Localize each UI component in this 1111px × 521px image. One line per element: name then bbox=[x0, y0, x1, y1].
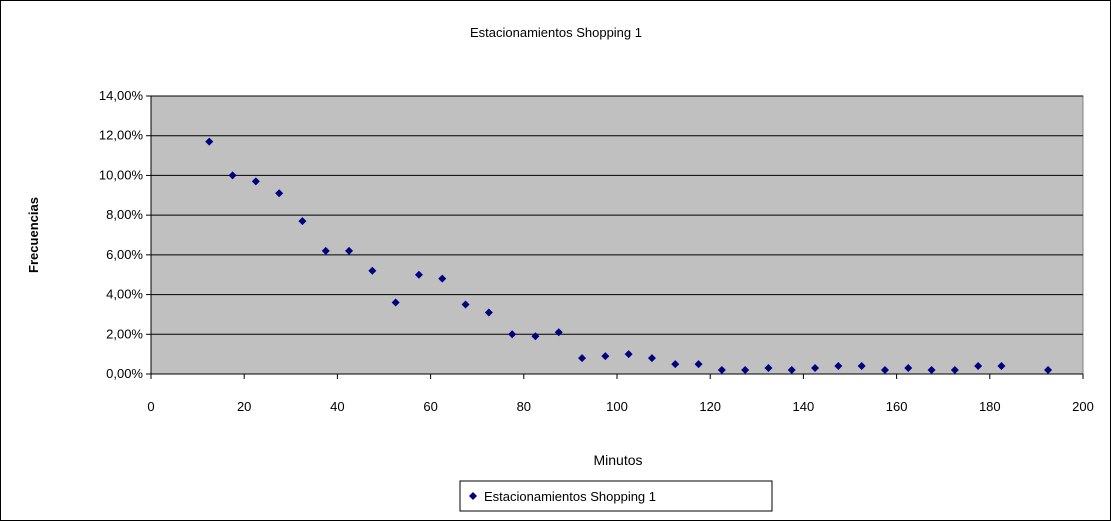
data-point bbox=[298, 217, 307, 226]
grid-lines bbox=[151, 95, 1083, 335]
y-tick-label: 0,00% bbox=[106, 366, 143, 381]
y-tick-label: 4,00% bbox=[106, 287, 143, 302]
data-point bbox=[880, 366, 889, 375]
x-tick-label: 120 bbox=[699, 399, 721, 414]
data-point bbox=[321, 246, 330, 255]
data-point bbox=[508, 330, 517, 339]
legend-label: Estacionamientos Shopping 1 bbox=[484, 489, 656, 504]
data-point bbox=[927, 366, 936, 375]
data-point bbox=[1044, 366, 1053, 375]
x-axis-label: Minutos bbox=[593, 452, 642, 468]
data-point bbox=[554, 328, 563, 337]
data-point bbox=[531, 332, 540, 341]
x-tick-label: 60 bbox=[423, 399, 437, 414]
data-point bbox=[671, 360, 680, 369]
y-tick-label: 2,00% bbox=[106, 326, 143, 341]
x-tick-label: 20 bbox=[237, 399, 251, 414]
x-tick-label: 160 bbox=[886, 399, 908, 414]
x-tick-label: 200 bbox=[1072, 399, 1094, 414]
data-point bbox=[904, 364, 913, 373]
data-point bbox=[205, 137, 214, 146]
data-point bbox=[950, 366, 959, 375]
data-point bbox=[834, 362, 843, 371]
data-point bbox=[857, 362, 866, 371]
x-tick-label: 0 bbox=[147, 399, 154, 414]
chart-title: Estacionamientos Shopping 1 bbox=[470, 25, 642, 40]
data-point bbox=[997, 362, 1006, 371]
data-point bbox=[601, 352, 610, 361]
plot-area bbox=[150, 95, 1084, 375]
data-point bbox=[578, 354, 587, 363]
y-tick-label: 10,00% bbox=[99, 167, 144, 182]
x-tick-label: 180 bbox=[979, 399, 1001, 414]
data-point bbox=[438, 274, 447, 283]
x-tick-label: 40 bbox=[330, 399, 344, 414]
data-point bbox=[275, 189, 284, 198]
data-point bbox=[228, 171, 237, 180]
legend-marker-icon bbox=[469, 492, 477, 500]
data-points bbox=[205, 137, 1053, 375]
data-point bbox=[251, 177, 260, 186]
x-tick-label: 80 bbox=[517, 399, 531, 414]
y-tick-label: 6,00% bbox=[106, 247, 143, 262]
data-point bbox=[391, 298, 400, 307]
data-point bbox=[764, 364, 773, 373]
data-point bbox=[694, 360, 703, 369]
data-point bbox=[414, 270, 423, 279]
y-axis-label: Frecuencias bbox=[26, 197, 41, 273]
data-point bbox=[484, 308, 493, 317]
data-point bbox=[717, 366, 726, 375]
y-tick-label: 12,00% bbox=[99, 128, 144, 143]
data-point bbox=[647, 354, 656, 363]
y-tick-label: 14,00% bbox=[99, 88, 144, 103]
data-point bbox=[741, 366, 750, 375]
x-axis: 0 20 40 60 80 100 120 140 160 180 200 bbox=[147, 373, 1094, 414]
data-point bbox=[368, 266, 377, 275]
y-tick-label: 8,00% bbox=[106, 207, 143, 222]
legend-box bbox=[459, 480, 773, 512]
data-point bbox=[974, 362, 983, 371]
x-tick-label: 140 bbox=[793, 399, 815, 414]
data-point bbox=[787, 366, 796, 375]
legend: Estacionamientos Shopping 1 bbox=[459, 480, 773, 512]
x-tick-label: 100 bbox=[606, 399, 628, 414]
y-axis: 0,00% 2,00% 4,00% 6,00% 8,00% 10,00% 12,00% 14,… bbox=[99, 88, 152, 381]
data-point bbox=[811, 364, 820, 373]
data-point bbox=[345, 246, 354, 255]
data-point bbox=[624, 350, 633, 359]
data-point bbox=[461, 300, 470, 309]
